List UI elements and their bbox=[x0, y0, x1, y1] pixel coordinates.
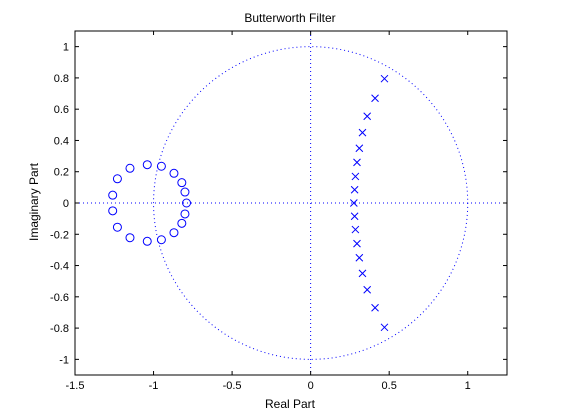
zero-marker bbox=[177, 218, 187, 228]
zero-marker bbox=[156, 235, 166, 245]
y-tick-label: -0.2 bbox=[50, 229, 69, 241]
pole-marker bbox=[353, 158, 361, 167]
x-tick-label: 1 bbox=[465, 380, 471, 392]
zero-marker bbox=[112, 222, 122, 232]
zero-marker bbox=[177, 178, 187, 188]
pole-marker bbox=[353, 239, 361, 248]
zero-marker bbox=[169, 168, 179, 178]
zero-marker bbox=[108, 190, 118, 200]
x-tick-label: -1.5 bbox=[66, 380, 85, 392]
pole-marker bbox=[350, 185, 359, 194]
y-tick-label: -0.8 bbox=[50, 323, 69, 335]
pole-marker bbox=[350, 212, 359, 221]
zero-marker bbox=[112, 174, 122, 184]
zero-marker bbox=[108, 206, 118, 216]
zero-marker bbox=[180, 187, 190, 197]
x-axis-label: Real Part bbox=[265, 397, 316, 411]
pole-marker bbox=[380, 74, 389, 83]
pole-marker bbox=[351, 172, 360, 181]
zero-marker bbox=[125, 233, 135, 243]
pole-marker bbox=[358, 269, 367, 278]
pole-marker bbox=[371, 303, 379, 312]
y-tick-label: -1 bbox=[59, 354, 69, 366]
pole-marker bbox=[358, 128, 367, 137]
y-tick-label: 0.6 bbox=[54, 104, 69, 116]
y-tick-label: 0 bbox=[63, 198, 69, 210]
pole-marker bbox=[349, 199, 358, 207]
y-tick-label: 1 bbox=[63, 42, 69, 54]
pole-marker bbox=[363, 285, 372, 294]
y-tick-label: 0.2 bbox=[54, 167, 69, 179]
pole-marker bbox=[355, 144, 364, 153]
y-axis-label: Imaginary Part bbox=[27, 162, 41, 241]
y-tick-label: -0.6 bbox=[50, 292, 69, 304]
zero-marker bbox=[156, 161, 166, 171]
pole-marker bbox=[371, 94, 379, 103]
x-tick-label: 0 bbox=[308, 380, 314, 392]
zero-marker bbox=[125, 163, 135, 173]
y-tick-label: 0.4 bbox=[54, 135, 69, 147]
chart-title: Butterworth Filter bbox=[244, 11, 335, 25]
x-tick-label: 0.5 bbox=[382, 380, 397, 392]
y-tick-label: 0.8 bbox=[54, 73, 69, 85]
zero-marker bbox=[182, 198, 192, 208]
x-tick-label: -1 bbox=[149, 380, 159, 392]
pole-marker bbox=[355, 253, 364, 262]
plot-area: -1.5 -1 -0.5 0 0.5 1 -1 -0.8 -0.6 -0.4 -0.2 0 0.2 0.4… bbox=[50, 30, 508, 392]
zero-marker bbox=[142, 236, 152, 246]
y-tick-label: -0.4 bbox=[50, 261, 69, 273]
zero-marker bbox=[180, 209, 190, 219]
zero-marker bbox=[142, 160, 152, 170]
pole-marker bbox=[363, 112, 372, 121]
pole-marker bbox=[380, 323, 389, 332]
x-tick-label: -0.5 bbox=[223, 380, 242, 392]
zero-marker bbox=[169, 228, 179, 238]
pole-marker bbox=[351, 225, 360, 234]
unit-circle bbox=[153, 46, 469, 360]
